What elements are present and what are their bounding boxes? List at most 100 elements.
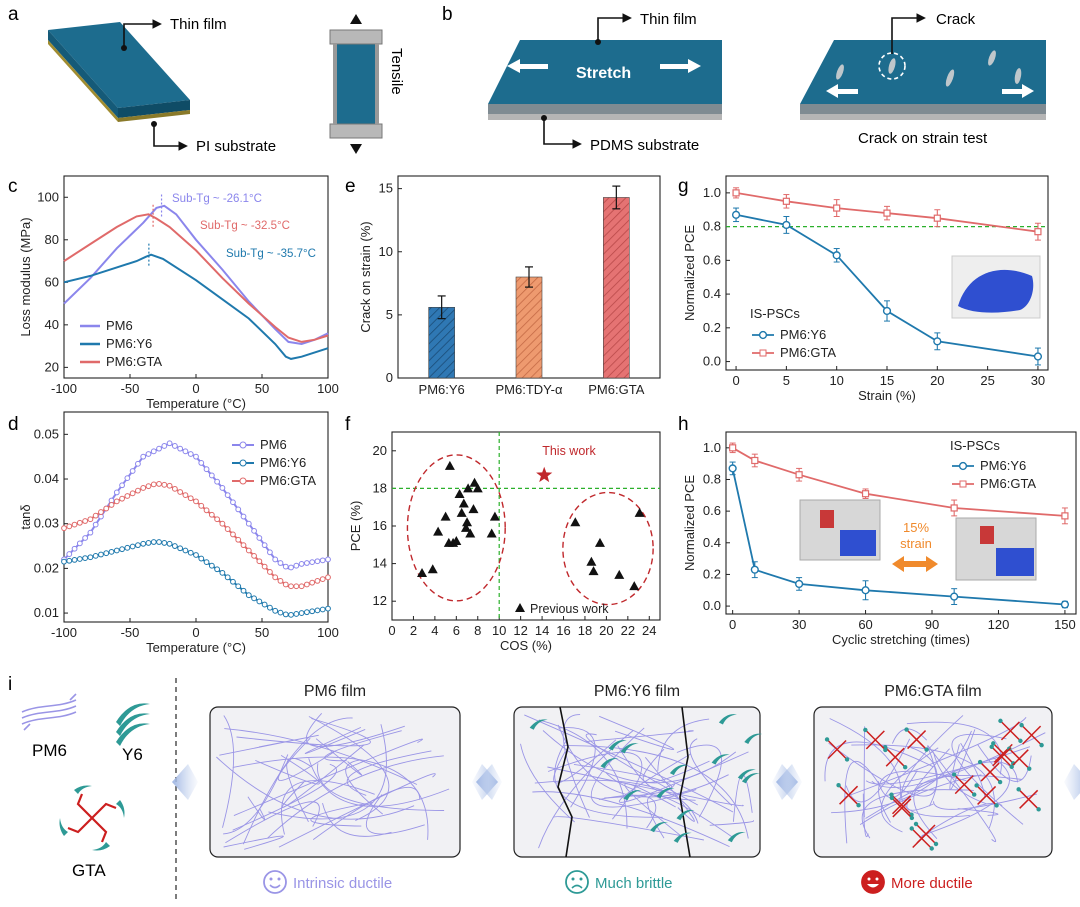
data-point: [199, 503, 204, 508]
gta-end: [904, 727, 908, 731]
data-point-previous: [487, 529, 497, 538]
data-point: [310, 609, 315, 614]
legend-title: IS-PSCs: [750, 306, 800, 321]
glove-hand: [840, 530, 876, 556]
data-point: [273, 608, 278, 613]
x-tick-label: 0: [192, 381, 199, 396]
x-tick-label: 8: [474, 623, 481, 638]
data-point: [209, 512, 214, 517]
data-point-previous: [586, 557, 596, 566]
data-point: [320, 577, 325, 582]
x-tick-label: 20: [599, 623, 613, 638]
data-point-previous: [455, 489, 465, 498]
x-tick-label: 25: [980, 373, 994, 388]
data-point-this-work: [536, 467, 552, 482]
data-point: [157, 540, 162, 545]
data-point: [167, 483, 172, 488]
data-point: [204, 508, 209, 513]
data-point: [125, 545, 130, 550]
data-point: [1035, 353, 1042, 360]
data-point: [733, 211, 740, 218]
data-point: [204, 560, 209, 565]
data-point: [130, 469, 135, 474]
panel-label-a: a: [8, 4, 19, 25]
data-point: [299, 562, 304, 567]
data-point: [241, 514, 246, 519]
cluster-ellipse: [407, 455, 505, 601]
bar-PM6:TDY-α: [516, 277, 542, 378]
data-point: [93, 522, 98, 527]
x-tick-label: 12: [513, 623, 527, 638]
gta-end: [1027, 767, 1031, 771]
legend-label: PM6:GTA: [106, 354, 162, 369]
data-point: [104, 551, 109, 556]
data-point: [283, 612, 288, 617]
gta-end: [863, 728, 867, 732]
data-point: [268, 570, 273, 575]
y-tick-label: 0.4: [703, 286, 721, 301]
data-point: [934, 215, 940, 221]
bar-PM6:GTA: [603, 197, 629, 378]
data-point: [136, 543, 141, 548]
data-point: [231, 500, 236, 505]
data-point: [146, 541, 151, 546]
data-point: [304, 610, 309, 615]
x-tick-label: 60: [858, 617, 872, 632]
legend-marker: [960, 481, 966, 487]
label-tensile: Tensile: [388, 48, 405, 95]
data-point: [141, 486, 146, 491]
data-point-previous: [417, 568, 427, 577]
legend-label: PM6:GTA: [260, 473, 316, 488]
data-point: [67, 552, 72, 557]
legend-label: PM6: [106, 318, 133, 333]
series-line-PM6:Y6: [64, 255, 328, 359]
y-tick-label: 10: [379, 244, 393, 259]
y-tick-label: 0.6: [703, 503, 721, 518]
data-point: [310, 580, 315, 585]
data-point: [162, 444, 167, 449]
data-point: [167, 441, 172, 446]
data-point-previous: [614, 570, 624, 579]
gta-end: [934, 842, 938, 846]
legend-y6: Y6: [122, 745, 143, 764]
data-point-previous: [459, 498, 469, 507]
gta-end: [1018, 739, 1022, 743]
panel-a-schematic: Thin film PI substrate Tensile: [48, 14, 405, 155]
gta-end: [990, 745, 994, 749]
data-point: [236, 537, 241, 542]
glove-hand: [996, 548, 1034, 576]
data-point: [72, 522, 77, 527]
film-caption: More ductile: [891, 875, 973, 892]
data-point: [194, 499, 199, 504]
tension-arrow-right: [1064, 764, 1080, 800]
legend-marker: [960, 463, 967, 470]
data-point: [120, 547, 125, 552]
film-caption: Intrinsic ductile: [293, 875, 392, 892]
data-point: [294, 612, 299, 617]
gta-end: [994, 803, 998, 807]
x-axis-label: Strain (%): [858, 388, 916, 403]
category-label: PM6:Y6: [419, 382, 465, 397]
data-point: [109, 549, 114, 554]
data-point: [315, 578, 320, 583]
data-point: [178, 546, 183, 551]
data-point: [77, 557, 82, 562]
label-crack: Crack: [936, 11, 976, 28]
data-point: [183, 493, 188, 498]
x-axis-label: Temperature (°C): [146, 396, 246, 411]
data-point: [114, 548, 119, 553]
gta-end: [1036, 807, 1040, 811]
data-point: [120, 496, 125, 501]
data-point: [157, 446, 162, 451]
y6-legend-icon: [116, 703, 150, 746]
data-point: [299, 611, 304, 616]
data-point: [796, 581, 803, 588]
y-axis-label: Normalized PCE: [682, 225, 697, 321]
panel-label-d: d: [8, 414, 19, 435]
y-tick-label: 0.0: [703, 598, 721, 613]
double-arrow: [892, 556, 938, 572]
panel-label-i: i: [8, 674, 12, 695]
